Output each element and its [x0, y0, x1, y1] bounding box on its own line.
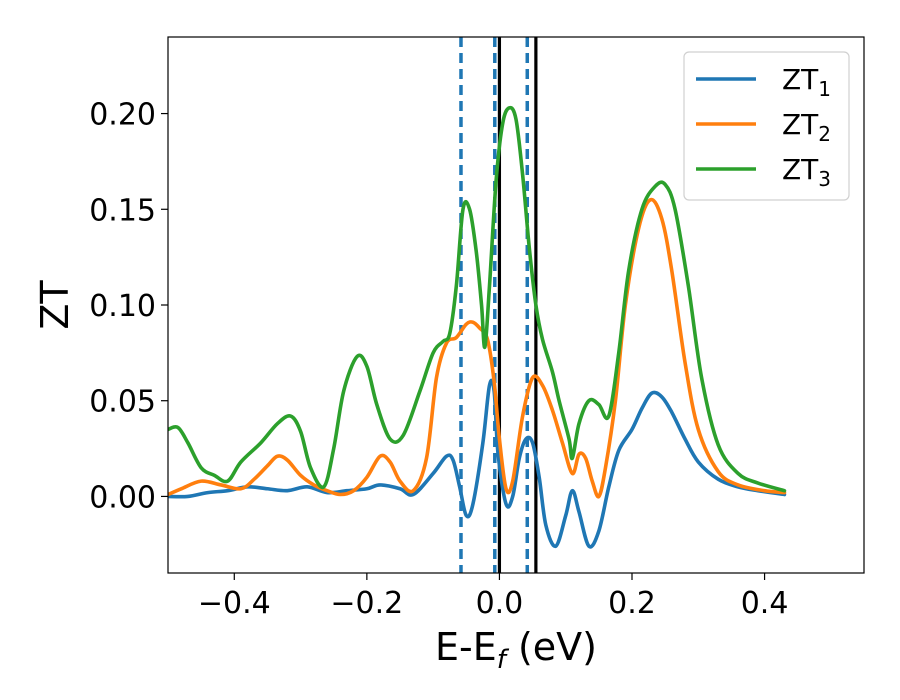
legend: ZT1 ZT2 ZT3	[683, 51, 850, 201]
y-tick-label: 0.05	[89, 385, 156, 420]
x-tick-label: 0.4	[741, 586, 789, 621]
x-tick-label: 0.2	[608, 586, 656, 621]
reference-lines	[459, 37, 538, 573]
y-tick-label: 0.15	[89, 193, 156, 228]
series-line-zt2	[168, 197, 787, 499]
x-tick-label: 0.0	[476, 586, 524, 621]
y-tick-label: 0.00	[89, 480, 156, 515]
legend-box	[683, 51, 850, 201]
y-tick-label: 0.20	[89, 98, 156, 133]
x-axis-title: E-Ef (eV)	[435, 625, 597, 675]
x-axis: −0.4 −0.2 0.0 0.2 0.4	[198, 573, 789, 621]
x-tick-label: −0.2	[330, 586, 403, 621]
legend-label-zt1: ZT1	[782, 63, 831, 101]
series-lines	[168, 105, 787, 549]
y-axis-title: ZT	[33, 280, 77, 330]
legend-label-zt3: ZT3	[782, 153, 831, 191]
y-tick-label: 0.10	[89, 289, 156, 324]
series-line-zt3	[168, 105, 787, 493]
y-axis: 0.00 0.05 0.10 0.15 0.20	[89, 98, 168, 515]
x-tick-label: −0.4	[198, 586, 271, 621]
legend-label-zt2: ZT2	[782, 108, 831, 146]
